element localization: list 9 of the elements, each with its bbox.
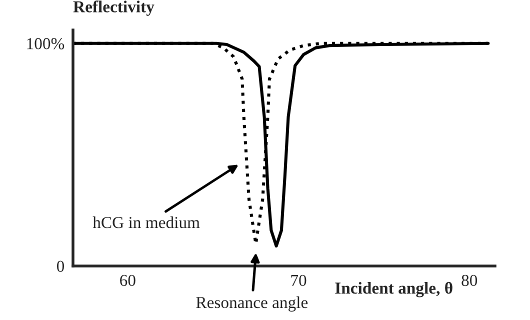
- x-axis-title: Incident angle, θ: [335, 282, 452, 298]
- x-tick-label: 60: [120, 274, 136, 286]
- x-tick-label: 80: [462, 274, 478, 286]
- annotation: hCG in medium: [92, 216, 200, 228]
- y-tick-label: 100%: [27, 38, 64, 50]
- text: Resonance angle: [196, 296, 308, 312]
- x-tick-label: 70: [291, 274, 306, 286]
- y-tick-label: 0: [56, 260, 64, 272]
- y-axis-title: Reflectivity: [73, 0, 154, 16]
